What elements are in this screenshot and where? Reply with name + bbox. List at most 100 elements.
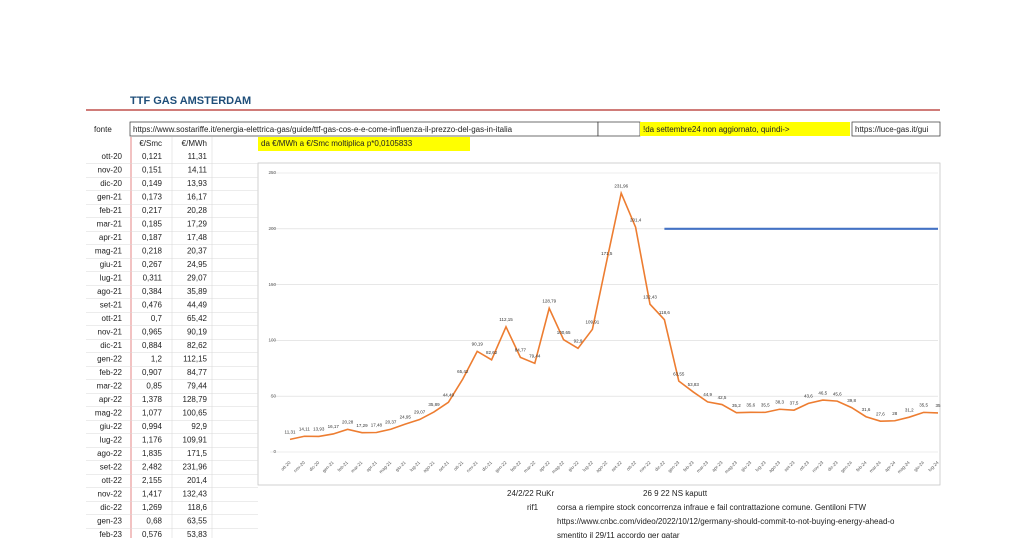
mwh-cell: 118,6 — [188, 503, 208, 512]
data-label: 82,62 — [486, 350, 498, 355]
month-cell: ott-22 — [102, 476, 123, 485]
data-label: 20,28 — [342, 420, 354, 425]
month-cell: dic-22 — [100, 503, 122, 512]
column-header: €/Smc — [139, 139, 162, 148]
data-label: 128,79 — [542, 298, 556, 303]
data-label: 90,19 — [472, 342, 484, 347]
data-label: 46,5 — [818, 390, 827, 395]
month-cell: set-21 — [100, 301, 123, 310]
month-cell: dic-20 — [100, 179, 122, 188]
data-label: 35,5 — [919, 403, 928, 408]
mwh-cell: 79,44 — [187, 382, 208, 391]
month-cell: mar-21 — [97, 220, 123, 229]
mwh-cell: 13,93 — [187, 179, 208, 188]
month-cell: apr-22 — [99, 395, 123, 404]
smc-cell: 0,476 — [142, 301, 163, 310]
data-label: 35 — [935, 403, 941, 408]
mwh-cell: 128,79 — [183, 395, 208, 404]
month-cell: set-22 — [100, 463, 123, 472]
smc-cell: 0,7 — [151, 314, 163, 323]
data-label: 112,15 — [499, 317, 513, 322]
mwh-cell: 20,37 — [187, 247, 208, 256]
data-label: 201,4 — [630, 217, 642, 222]
y-tick-label: 100 — [268, 338, 276, 343]
month-cell: nov-20 — [98, 166, 123, 175]
month-cell: nov-21 — [98, 328, 123, 337]
data-label: 92,9 — [574, 339, 583, 344]
data-label: 44,9 — [703, 392, 712, 397]
source-url[interactable]: https://www.sostariffe.it/energia-elettr… — [133, 125, 513, 134]
month-cell: lug-21 — [100, 274, 123, 283]
note-cell[interactable] — [640, 122, 850, 136]
data-label: 65,42 — [457, 369, 469, 374]
data-label: 13,93 — [313, 427, 325, 432]
note: smentito il 29/11 accordo ger qatar — [557, 531, 680, 538]
source-link[interactable]: https://luce-gas.it/gui — [855, 125, 929, 134]
mwh-cell: 112,15 — [183, 355, 207, 364]
data-label: 31,2 — [905, 407, 914, 412]
smc-cell: 1,176 — [142, 436, 163, 445]
smc-cell: 0,965 — [142, 328, 163, 337]
data-label: 63,55 — [673, 371, 685, 376]
data-label: 45,6 — [833, 391, 842, 396]
smc-cell: 0,884 — [142, 341, 163, 350]
mwh-cell: 24,95 — [187, 260, 208, 269]
smc-cell: 0,68 — [146, 517, 162, 526]
link-cell[interactable] — [851, 121, 941, 137]
data-label: 132,43 — [643, 294, 657, 299]
mwh-cell: 100,65 — [183, 409, 208, 418]
mwh-cell: 14,11 — [188, 166, 208, 175]
mwh-cell: 35,89 — [187, 287, 208, 296]
source-label: fonte — [94, 125, 112, 134]
data-label: 43,6 — [804, 394, 813, 399]
smc-cell: 0,311 — [143, 274, 163, 283]
month-cell: nov-22 — [98, 490, 123, 499]
data-label: 100,65 — [557, 330, 571, 335]
smc-cell: 1,269 — [142, 503, 163, 512]
smc-cell: 1,077 — [142, 409, 163, 418]
data-label: 35,89 — [428, 402, 440, 407]
mwh-cell: 63,55 — [187, 517, 208, 526]
sheet-title: TTF GAS AMSTERDAM — [130, 95, 251, 107]
empty-cell[interactable] — [597, 121, 641, 137]
mwh-cell: 44,49 — [187, 301, 208, 310]
month-cell: mar-22 — [97, 382, 123, 391]
data-label: 24,95 — [400, 414, 412, 419]
smc-cell: 0,121 — [142, 152, 163, 161]
y-tick-label: 50 — [271, 393, 277, 398]
smc-cell: 0,217 — [142, 206, 163, 215]
smc-cell: 1,2 — [151, 355, 163, 364]
smc-cell: 2,155 — [142, 476, 163, 485]
data-label: 42,5 — [718, 395, 727, 400]
hint-cell[interactable] — [258, 137, 470, 151]
month-cell: mag-21 — [95, 247, 123, 256]
smc-cell: 0,151 — [142, 166, 163, 175]
note: 26 9 22 NS kaputt — [643, 489, 708, 498]
month-cell: ago-22 — [97, 449, 122, 458]
data-label: 14,11 — [299, 426, 310, 431]
note: 24/2/22 RuKr — [507, 489, 554, 498]
month-cell: apr-21 — [99, 233, 123, 242]
mwh-cell: 109,91 — [183, 436, 208, 445]
data-label: 35,2 — [732, 403, 741, 408]
data-label: 20,37 — [385, 419, 397, 424]
column-header: €/MWh — [182, 139, 207, 148]
data-label: 16,17 — [328, 424, 340, 429]
data-label: 38,3 — [775, 399, 784, 404]
mwh-cell: 132,43 — [183, 490, 208, 499]
data-label: 53,83 — [688, 382, 700, 387]
data-label: 17,48 — [371, 423, 383, 428]
mwh-cell: 20,28 — [187, 206, 208, 215]
smc-cell: 2,482 — [142, 463, 163, 472]
mwh-cell: 29,07 — [187, 274, 208, 283]
month-cell: giu-21 — [100, 260, 123, 269]
smc-cell: 1,378 — [142, 395, 163, 404]
month-cell: gen-23 — [97, 517, 122, 526]
month-cell: dic-21 — [100, 341, 122, 350]
mwh-cell: 201,4 — [187, 476, 208, 485]
mwh-cell: 17,48 — [187, 233, 208, 242]
data-label: 39,8 — [847, 398, 856, 403]
smc-cell: 0,267 — [142, 260, 163, 269]
month-cell: gen-22 — [97, 355, 122, 364]
